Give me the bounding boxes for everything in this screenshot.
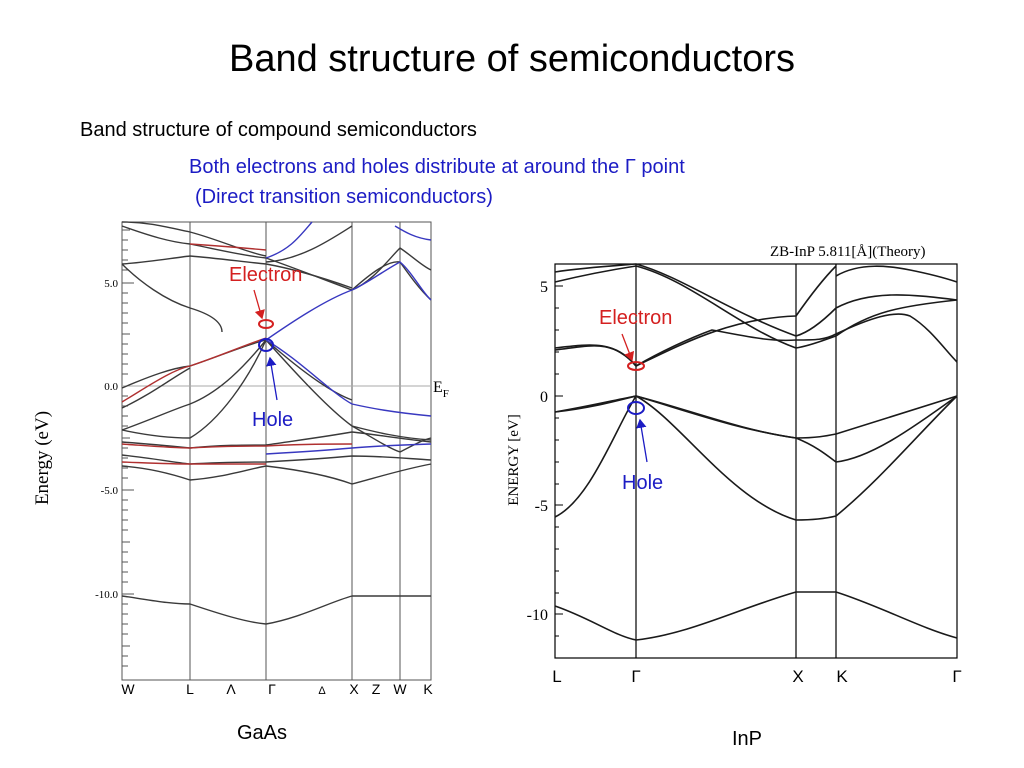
note-line-2: (Direct transition semiconductors)	[195, 186, 493, 208]
gaas-red-bands	[121, 243, 353, 465]
inp-electron-arrow	[621, 333, 635, 362]
gaas-y-axis-label: Energy (eV)	[32, 411, 53, 505]
gaas-hole-arrow	[266, 356, 278, 401]
slide-title: Band structure of semiconductors	[228, 38, 796, 80]
gaas-ytick-0: 0.0	[104, 381, 118, 393]
gaas-k-label-w2: W	[393, 681, 407, 697]
gaas-k-labels: W L Λ Γ Δ X Z W K	[121, 681, 433, 697]
gaas-electron-label: Electron	[229, 264, 302, 286]
inp-k-labels: L Γ X K Γ	[552, 667, 961, 686]
inp-k-label-l: L	[552, 667, 561, 686]
inp-y-axis-label: ENERGY [eV]	[506, 414, 522, 506]
gaas-caption: GaAs	[237, 722, 288, 744]
inp-electron-marker	[627, 361, 645, 371]
gaas-ytick-5: 5.0	[104, 278, 118, 290]
inp-frame	[554, 263, 958, 659]
gaas-k-label-w1: W	[121, 681, 135, 697]
gaas-electron-arrow	[253, 289, 265, 320]
gaas-blue-bands	[265, 221, 432, 455]
inp-electron-label: Electron	[599, 307, 672, 329]
inp-y-ticks	[555, 285, 563, 637]
gaas-plot: 5.0 0.0 -5.0 -10.0 Energy (eV)	[32, 221, 449, 697]
gaas-k-label-z: Z	[372, 681, 381, 697]
inp-k-label-gamma2: Γ	[952, 667, 961, 686]
gaas-k-label-delta: Δ	[318, 685, 326, 697]
gaas-k-label-gamma: Γ	[268, 681, 276, 697]
gaas-k-label-x: X	[349, 681, 359, 697]
inp-header: ZB-InP 5.811[Å](Theory)	[770, 244, 926, 260]
inp-ytick-0: 0	[540, 389, 548, 406]
gaas-kpoint-lines	[189, 222, 401, 680]
inp-caption: InP	[732, 728, 763, 750]
inp-ytick-m10: -10	[527, 607, 548, 624]
inp-hole-label: Hole	[622, 472, 663, 494]
slide-subtitle: Band structure of compound semiconductor…	[80, 119, 477, 141]
inp-hole-arrow	[636, 418, 648, 463]
inp-k-label-k: K	[836, 667, 848, 686]
gaas-hole-label: Hole	[252, 409, 293, 431]
gaas-ef-label: EF	[433, 379, 449, 400]
gaas-frame	[121, 221, 432, 681]
inp-k-label-x: X	[792, 667, 803, 686]
inp-bands	[554, 263, 958, 641]
gaas-k-label-lambda: Λ	[226, 681, 236, 697]
gaas-hole-marker	[258, 338, 274, 352]
gaas-k-label-k: K	[423, 681, 433, 697]
gaas-ytick-m10: -10.0	[95, 589, 118, 601]
gaas-electron-marker	[258, 319, 274, 329]
gaas-ytick-m5: -5.0	[101, 485, 119, 497]
inp-ytick-m5: -5	[535, 498, 548, 515]
gaas-bands	[121, 221, 432, 625]
inp-plot: ZB-InP 5.811[Å](Theory) 5 0 -5 -10 ENERG…	[506, 244, 962, 686]
gaas-k-label-l: L	[186, 681, 194, 697]
gaas-y-ruler	[122, 229, 134, 667]
inp-ytick-5: 5	[540, 279, 548, 296]
inp-k-label-gamma1: Γ	[631, 667, 640, 686]
inp-hole-marker	[627, 401, 645, 415]
note-line-1: Both electrons and holes distribute at a…	[189, 156, 685, 178]
